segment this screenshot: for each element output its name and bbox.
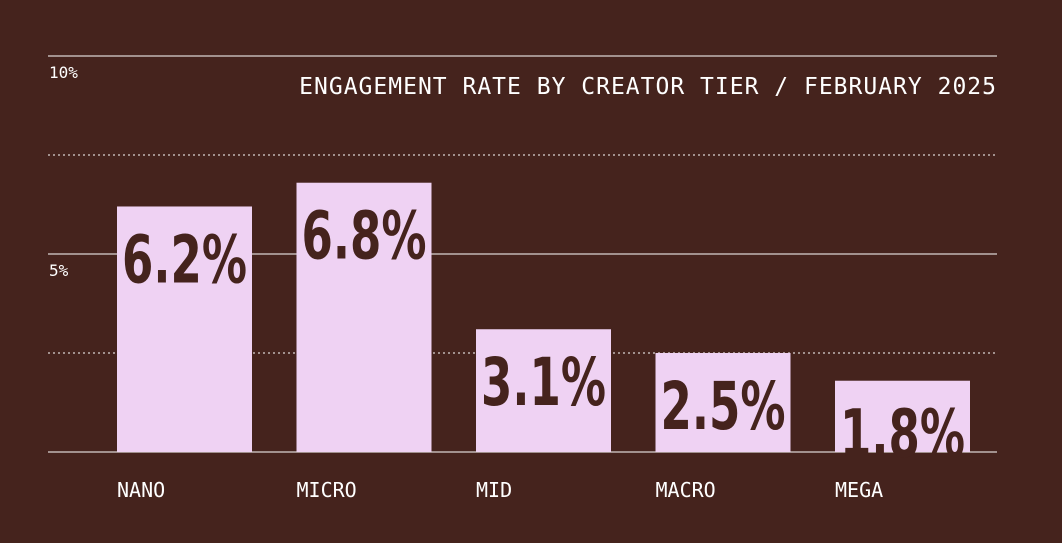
bar-micro [296, 182, 432, 452]
x-axis-label-mid: MID [476, 478, 512, 502]
x-axis-label-nano: NANO [117, 478, 165, 502]
bar-value-label: 6.2% [122, 222, 247, 299]
bar-nano [117, 206, 252, 452]
bar-value-label: 3.1% [481, 344, 606, 421]
y-tick-label: 10% [49, 63, 78, 82]
bar-value-label: 1.8% [840, 396, 965, 473]
bar-value-label: 6.8% [302, 198, 427, 275]
y-tick-label: 5% [49, 261, 69, 280]
bar-mega [835, 380, 970, 452]
x-axis-label-macro: MACRO [656, 478, 716, 502]
x-axis-labels: NANO MICRO MID MACRO MEGA [117, 478, 883, 502]
x-axis-label-mega: MEGA [835, 478, 883, 502]
chart-title: ENGAGEMENT RATE BY CREATOR TIER / FEBRUA… [299, 74, 997, 100]
bar-macro [655, 353, 791, 452]
bars: 6.2% 6.8% 3.1% 2.5% 1.8% [117, 182, 970, 473]
bar-mid [476, 329, 611, 452]
y-axis-ticks: 10% 5% [49, 63, 78, 280]
x-axis-label-micro: MICRO [297, 478, 357, 502]
bar-value-label: 2.5% [661, 368, 786, 445]
